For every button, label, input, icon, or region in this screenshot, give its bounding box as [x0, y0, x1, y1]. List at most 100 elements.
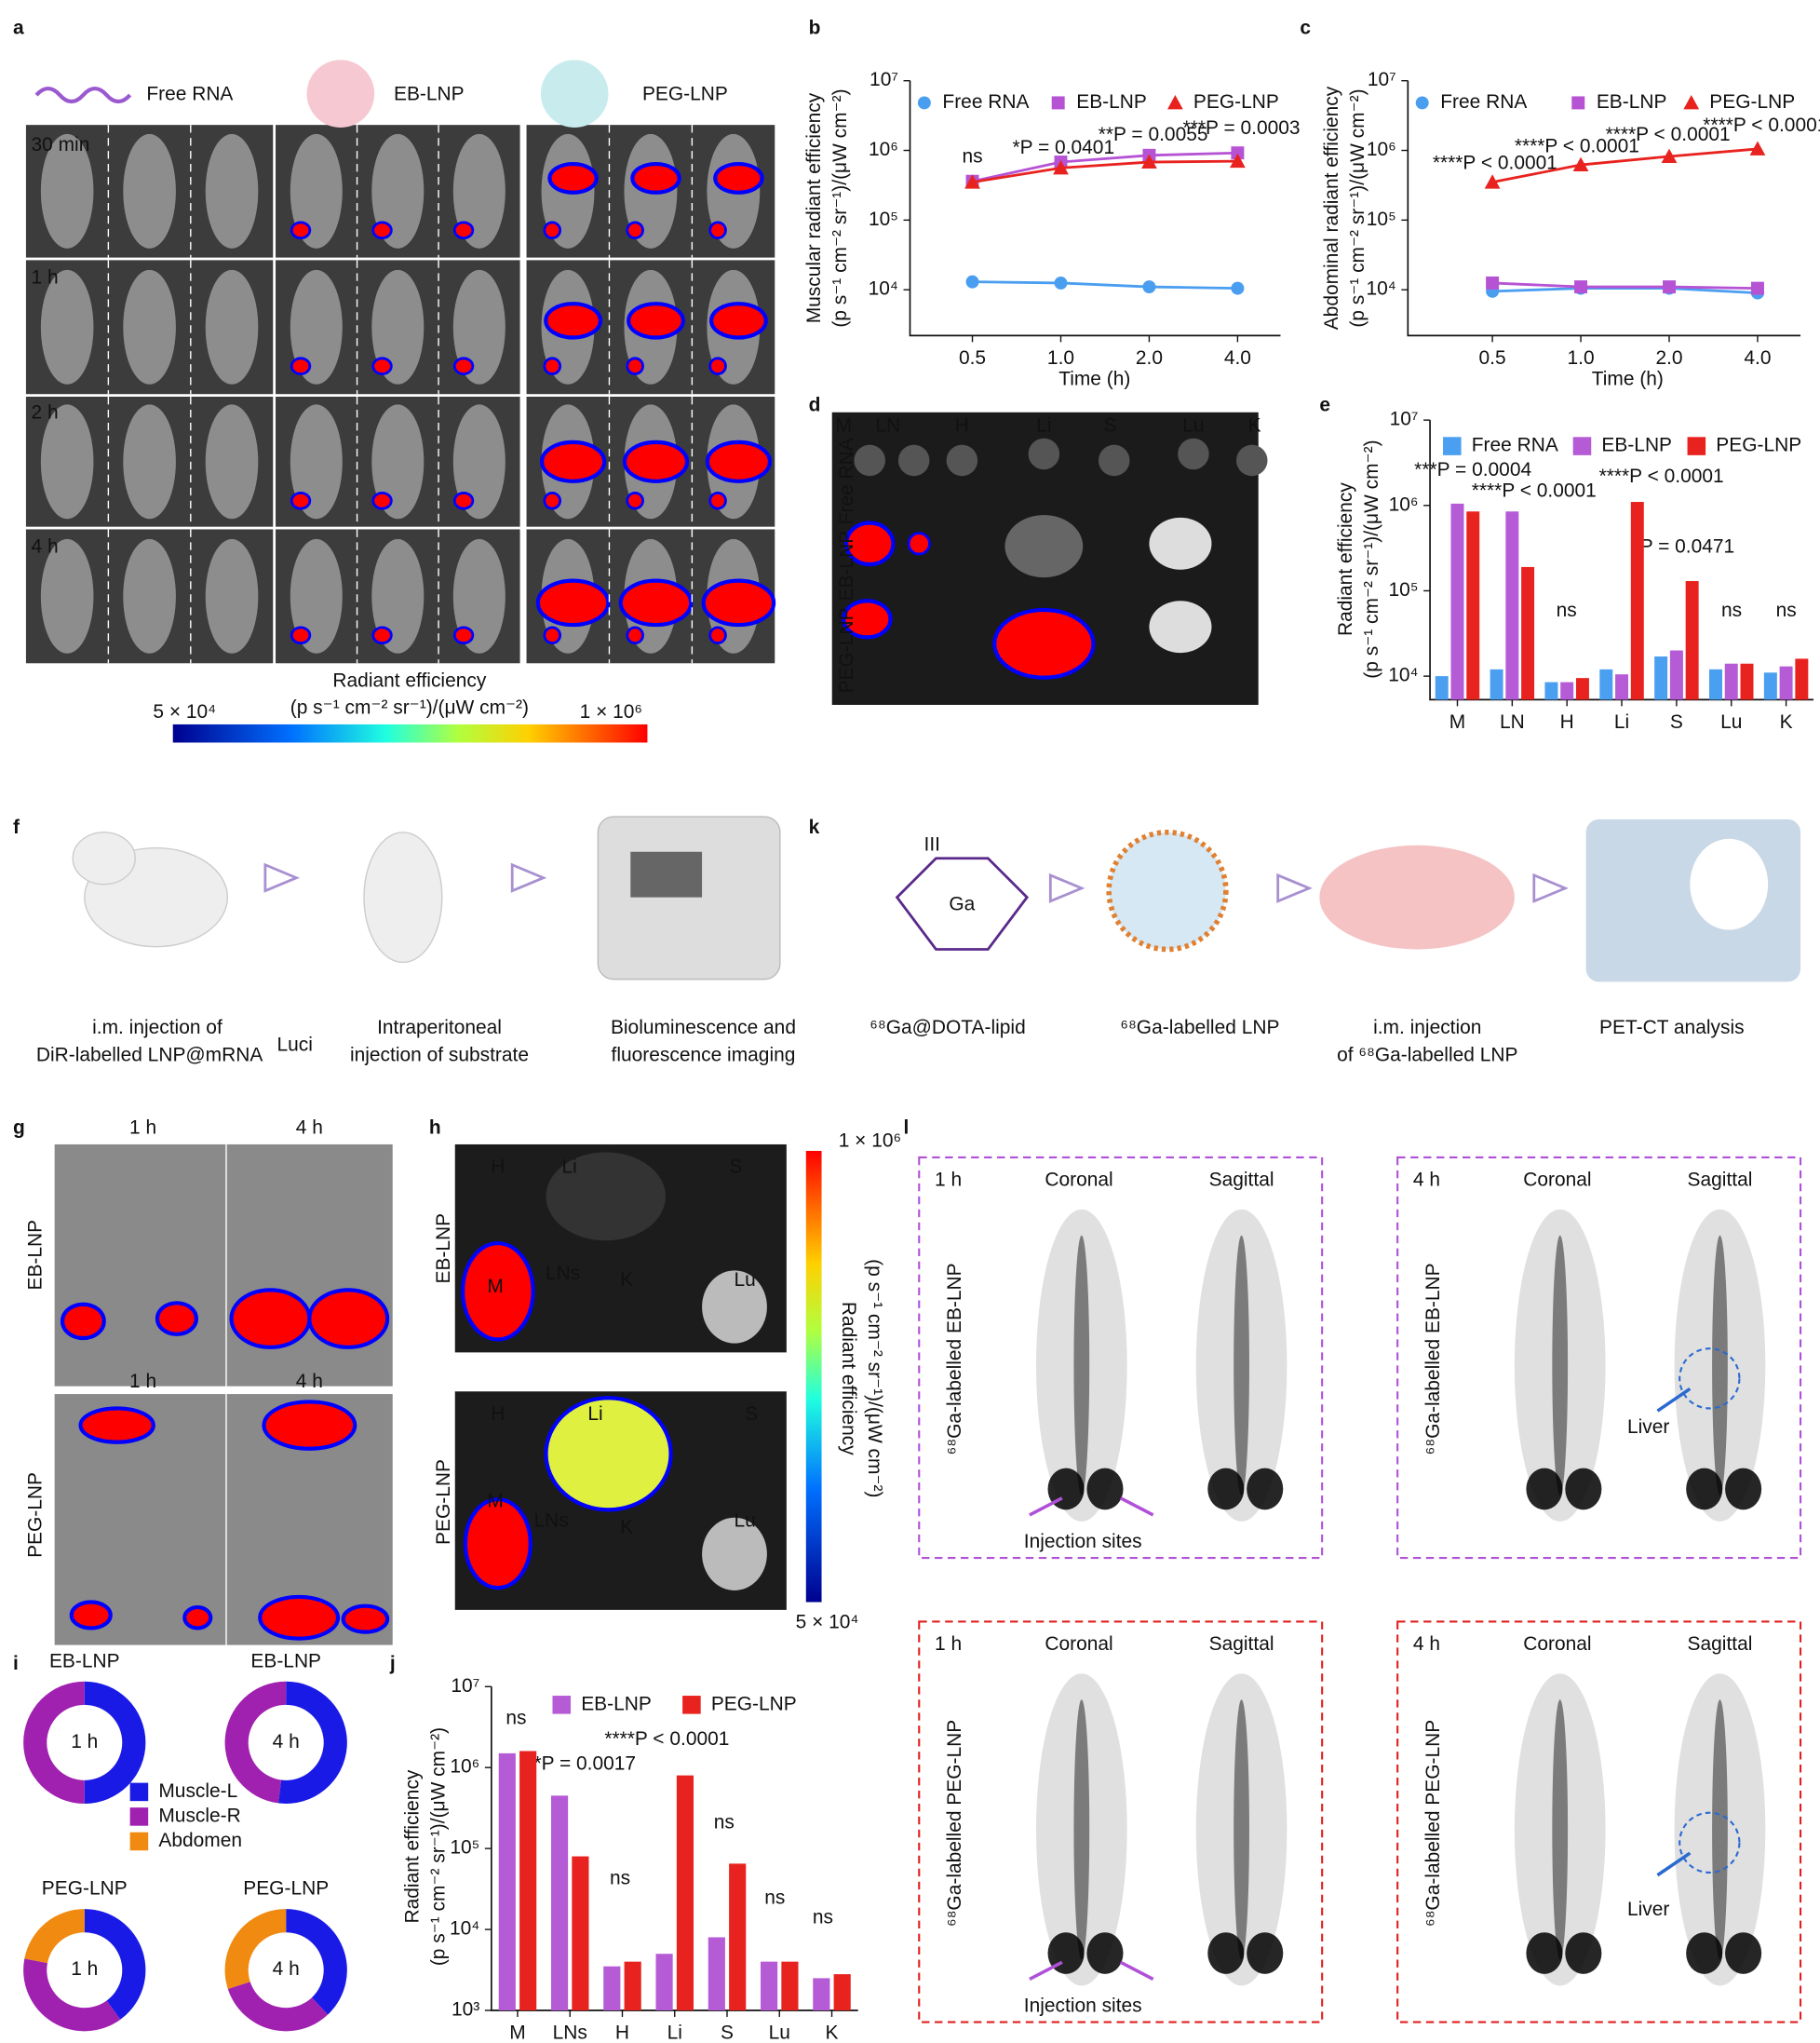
y-axis-label: Abdominal radiant efficiency [1321, 86, 1342, 330]
signal [155, 1301, 198, 1336]
donut-segment [224, 1909, 287, 1989]
signal [547, 161, 599, 195]
note: Injection sites [1024, 1995, 1142, 2016]
group-label: EB-LNP [394, 84, 465, 105]
annotation: ns [1557, 600, 1577, 621]
arrow [263, 862, 301, 893]
annotation: ns [506, 1708, 526, 1729]
scan-hot [1526, 1932, 1563, 1974]
signal [535, 578, 611, 628]
annotation: ****P < 0.0001 [1433, 153, 1557, 174]
signal [371, 491, 393, 510]
mouse-illustration [363, 832, 443, 964]
signal [452, 626, 475, 645]
signal [708, 221, 727, 240]
y-tick-label: 10⁴ [1366, 278, 1395, 300]
annotation: *P = 0.0471 [1633, 536, 1735, 558]
x-tick-label: K [1780, 711, 1793, 733]
x-tick-label: H [1560, 711, 1574, 733]
bar [1560, 682, 1574, 700]
row-label: EB-LNP [836, 531, 857, 602]
x-tick-label: S [1670, 711, 1683, 733]
point [1053, 159, 1069, 175]
time-label: 1 h [935, 1633, 962, 1655]
signal [371, 626, 393, 645]
step-label: i.m. injection of [92, 1017, 222, 1038]
y-tick-label: 10⁷ [451, 1675, 479, 1697]
mouse [205, 538, 259, 654]
bar [1654, 656, 1668, 700]
mouse [123, 538, 176, 654]
y-tick-label: 10⁵ [1389, 579, 1419, 601]
scan [1514, 1209, 1606, 1522]
annotation: ns [813, 1906, 833, 1928]
scan [1035, 1673, 1127, 1986]
organ [843, 521, 896, 567]
bar [572, 1856, 589, 2010]
panel-letter: f [13, 817, 20, 838]
scan-bone [1073, 1235, 1090, 1495]
annotation: ns [1721, 600, 1742, 621]
organ-label: Li [587, 1403, 602, 1425]
colorbar-title: Radiant efficiency [838, 1302, 859, 1455]
panel-letter: j [389, 1653, 396, 1674]
series-line [1491, 147, 1759, 184]
mouse [290, 133, 343, 249]
x-tick-label: LN [1500, 711, 1525, 733]
donut-segment [84, 1909, 146, 2020]
y-axis-label: (p s⁻¹ cm⁻² sr⁻¹)/(μW cm⁻²) [829, 88, 851, 327]
x-tick-label: Lu [769, 2023, 790, 2043]
scan-hot [1686, 1468, 1723, 1510]
bar [1685, 581, 1699, 700]
panel-letter: d [809, 394, 821, 415]
annotation: ns [1776, 600, 1797, 621]
legend-swatch [682, 1696, 701, 1714]
mouse [205, 404, 259, 520]
scan [1035, 1209, 1127, 1522]
y-tick-label: 10⁵ [869, 209, 898, 230]
group-label: PEG-LNP [642, 84, 728, 105]
bar [1450, 503, 1464, 700]
y-tick-label: 10³ [452, 1999, 479, 2021]
probe-label: ⁶⁸Ga-labelled PEG-LNP [1422, 1720, 1444, 1927]
step-label: ⁶⁸Ga-labelled LNP [1120, 1017, 1279, 1038]
legend-label: Free RNA [1472, 435, 1558, 456]
mouse [452, 404, 506, 520]
probe-label: ⁶⁸Ga-labelled PEG-LNP [944, 1720, 965, 1927]
bar [1599, 669, 1613, 700]
organ [544, 1396, 673, 1512]
colorbar-units: (p s⁻¹ cm⁻² sr⁻¹)/(μW cm⁻²) [864, 1259, 885, 1497]
organ-label: LNs [546, 1263, 580, 1284]
organ-label: Li [561, 1157, 576, 1178]
scan-bone [1234, 1235, 1249, 1495]
note: Injection sites [1024, 1531, 1142, 1552]
pie-title: PEG-LNP [243, 1878, 329, 1900]
organ [1178, 438, 1209, 470]
scan-hot [1086, 1932, 1124, 1974]
point [1572, 156, 1589, 172]
point [1486, 276, 1500, 290]
mouse [290, 404, 343, 520]
annotation: ****P < 0.0001 [1599, 466, 1724, 487]
row-label: PEG-LNP [25, 1472, 47, 1558]
y-tick-label: 10⁴ [869, 278, 898, 300]
colorbar-max: 1 × 10⁶ [839, 1130, 901, 1152]
organ [992, 607, 1096, 680]
legend-label: Muscle-L [158, 1780, 237, 1802]
x-tick-label: H [615, 2023, 629, 2043]
point [1683, 95, 1700, 110]
legend-label: Muscle-R [158, 1805, 240, 1826]
signal [290, 626, 312, 645]
signal [452, 491, 475, 510]
group-label: Free RNA [146, 84, 233, 105]
legend-swatch [1443, 437, 1462, 455]
y-tick-label: 10⁷ [870, 69, 898, 90]
signal [69, 1600, 113, 1630]
scan-hot [1565, 1468, 1602, 1510]
bar [761, 1961, 778, 2010]
annotation: ****P < 0.0001 [1515, 135, 1639, 156]
bar [1724, 663, 1738, 700]
rabbit-head [72, 832, 136, 886]
scan-hot [1207, 1932, 1245, 1974]
organ-label: H [491, 1157, 505, 1178]
